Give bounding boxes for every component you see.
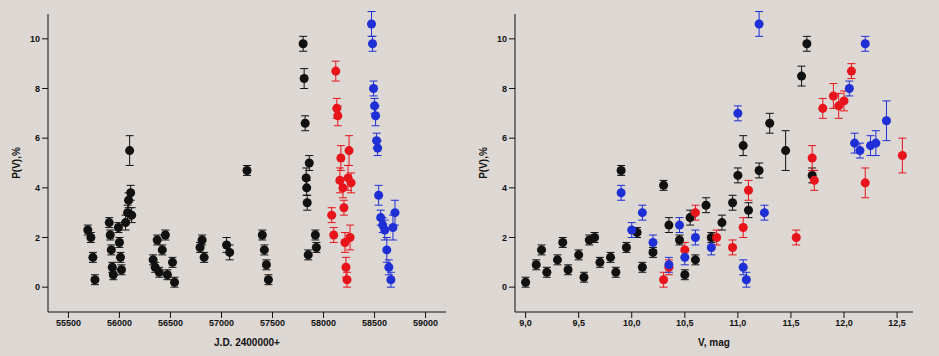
svg-text:55500: 55500 xyxy=(56,318,81,328)
svg-text:2: 2 xyxy=(35,233,40,243)
svg-text:58000: 58000 xyxy=(311,318,336,328)
svg-text:0: 0 xyxy=(35,282,40,292)
svg-text:10: 10 xyxy=(30,34,40,44)
svg-text:4: 4 xyxy=(35,183,40,193)
svg-text:57500: 57500 xyxy=(260,318,285,328)
svg-text:J.D. 2400000+: J.D. 2400000+ xyxy=(214,337,280,348)
svg-text:9,5: 9,5 xyxy=(572,318,585,328)
svg-text:10,0: 10,0 xyxy=(623,318,641,328)
svg-text:8: 8 xyxy=(35,84,40,94)
svg-text:11,0: 11,0 xyxy=(729,318,746,328)
svg-text:9,0: 9,0 xyxy=(519,318,532,328)
svg-text:12,5: 12,5 xyxy=(888,318,906,328)
svg-text:4: 4 xyxy=(502,183,507,193)
svg-text:56500: 56500 xyxy=(158,318,183,328)
svg-text:V, mag: V, mag xyxy=(698,337,730,348)
svg-text:P(V),%: P(V),% xyxy=(478,147,489,179)
svg-text:8: 8 xyxy=(502,84,507,94)
svg-text:57000: 57000 xyxy=(209,318,234,328)
svg-text:2: 2 xyxy=(502,233,507,243)
svg-text:6: 6 xyxy=(35,133,40,143)
svg-text:10,5: 10,5 xyxy=(676,318,694,328)
svg-text:59000: 59000 xyxy=(413,318,438,328)
svg-text:58500: 58500 xyxy=(362,318,387,328)
svg-text:10: 10 xyxy=(497,34,507,44)
svg-text:0: 0 xyxy=(502,282,507,292)
svg-text:11,5: 11,5 xyxy=(782,318,799,328)
svg-text:P(V),%: P(V),% xyxy=(11,147,22,179)
svg-text:6: 6 xyxy=(502,133,507,143)
svg-text:12,0: 12,0 xyxy=(835,318,853,328)
svg-text:56000: 56000 xyxy=(107,318,132,328)
